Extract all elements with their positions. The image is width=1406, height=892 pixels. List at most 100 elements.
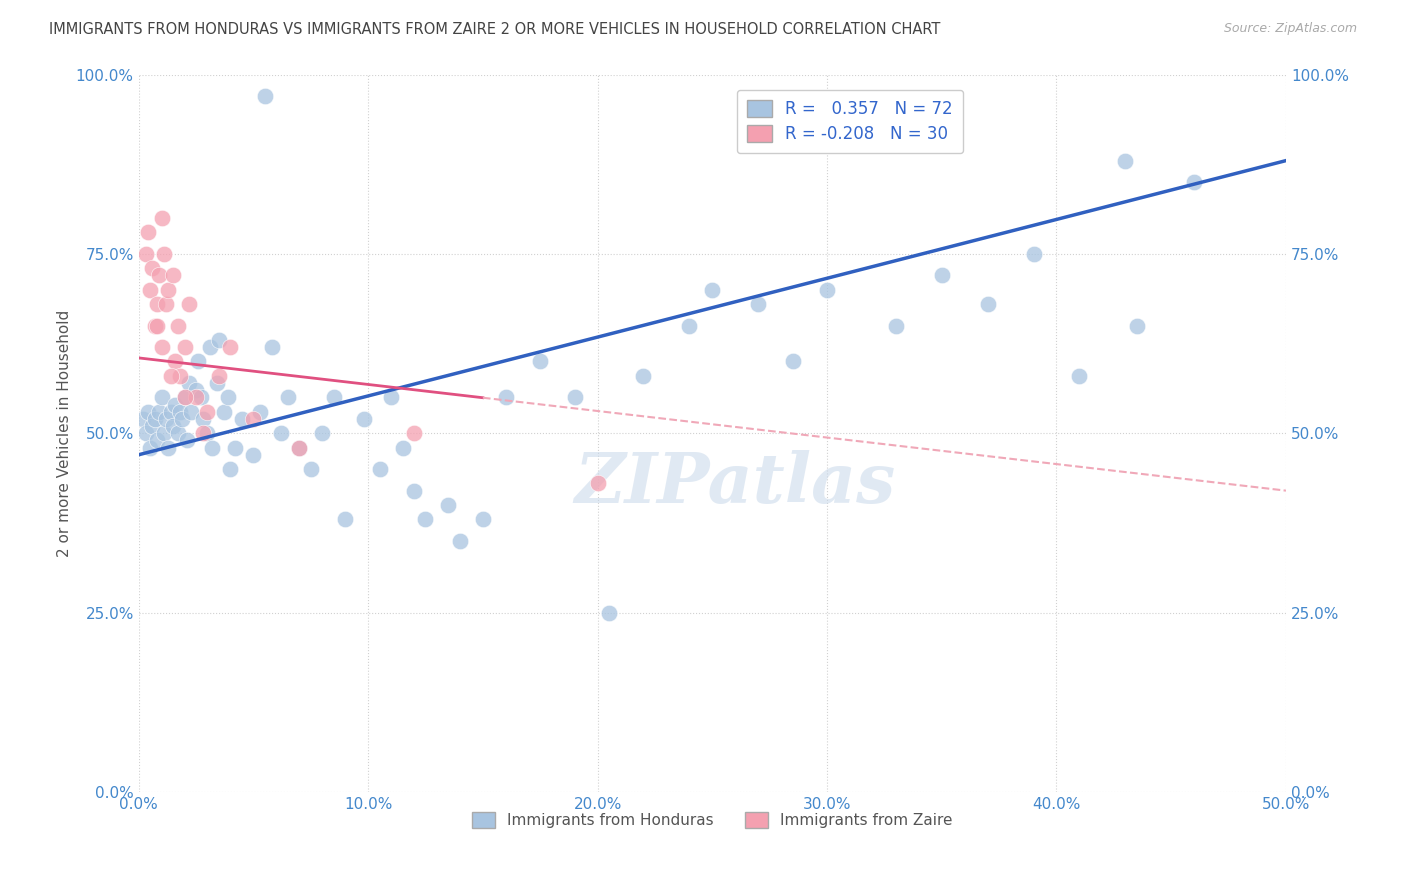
Point [219, 340, 242, 354]
Point [782, 354, 804, 368]
Point [217, 390, 239, 404]
Point [1022, 247, 1045, 261]
Point [564, 390, 586, 404]
Point [166, 426, 188, 441]
Point [231, 412, 253, 426]
Point [402, 483, 425, 498]
Point [212, 405, 235, 419]
Point [162, 268, 184, 283]
Point [157, 441, 180, 455]
Point [224, 441, 246, 455]
Point [136, 225, 159, 239]
Point [180, 405, 202, 419]
Point [529, 354, 551, 368]
Point [288, 441, 311, 455]
Point [633, 368, 655, 383]
Point [884, 318, 907, 333]
Point [141, 419, 163, 434]
Point [270, 426, 292, 441]
Point [333, 512, 356, 526]
Point [353, 412, 375, 426]
Point [205, 376, 228, 390]
Point [173, 390, 195, 404]
Point [277, 390, 299, 404]
Point [931, 268, 953, 283]
Point [197, 426, 219, 441]
Point [148, 268, 170, 283]
Point [198, 340, 221, 354]
Point [135, 247, 157, 261]
Point [173, 340, 195, 354]
Point [322, 390, 344, 404]
Point [153, 247, 176, 261]
Point [598, 606, 620, 620]
Point [132, 412, 155, 426]
Point [159, 368, 181, 383]
Point [173, 390, 195, 404]
Point [165, 354, 187, 368]
Point [191, 412, 214, 426]
Point [1069, 368, 1091, 383]
Point [166, 318, 188, 333]
Point [139, 283, 162, 297]
Point [201, 441, 224, 455]
Text: Source: ZipAtlas.com: Source: ZipAtlas.com [1223, 22, 1357, 36]
Point [197, 405, 219, 419]
Point [1182, 175, 1205, 189]
Point [437, 498, 460, 512]
Point [586, 476, 609, 491]
Point [311, 426, 333, 441]
Point [155, 297, 177, 311]
Point [260, 340, 283, 354]
Point [135, 426, 157, 441]
Point [190, 390, 212, 404]
Point [368, 462, 391, 476]
Point [179, 297, 201, 311]
Point [143, 318, 166, 333]
Point [165, 398, 187, 412]
Point [146, 297, 169, 311]
Point [299, 462, 322, 476]
Point [150, 390, 173, 404]
Point [148, 405, 170, 419]
Point [242, 448, 264, 462]
Point [288, 441, 311, 455]
Point [208, 368, 231, 383]
Point [191, 426, 214, 441]
Legend: Immigrants from Honduras, Immigrants from Zaire: Immigrants from Honduras, Immigrants fro… [467, 806, 959, 835]
Point [380, 390, 402, 404]
Point [172, 412, 194, 426]
Point [976, 297, 998, 311]
Point [139, 441, 162, 455]
Point [169, 405, 191, 419]
Point [184, 383, 207, 397]
Point [187, 354, 209, 368]
Point [242, 412, 264, 426]
Point [219, 462, 242, 476]
Point [471, 512, 494, 526]
Point [702, 283, 724, 297]
Point [1126, 318, 1149, 333]
Point [208, 333, 231, 347]
Point [415, 512, 437, 526]
Point [1114, 153, 1136, 168]
Point [253, 89, 276, 103]
Point [815, 283, 838, 297]
Point [157, 283, 180, 297]
Point [136, 405, 159, 419]
Text: ZIPatlas: ZIPatlas [575, 450, 896, 517]
Text: IMMIGRANTS FROM HONDURAS VS IMMIGRANTS FROM ZAIRE 2 OR MORE VEHICLES IN HOUSEHOL: IMMIGRANTS FROM HONDURAS VS IMMIGRANTS F… [49, 22, 941, 37]
Point [391, 441, 413, 455]
Point [184, 390, 207, 404]
Point [150, 340, 173, 354]
Point [449, 533, 471, 548]
Point [678, 318, 700, 333]
Point [249, 405, 271, 419]
Point [747, 297, 769, 311]
Point [155, 412, 177, 426]
Point [150, 211, 173, 225]
Point [179, 376, 201, 390]
Point [146, 318, 169, 333]
Point [141, 261, 163, 276]
Point [153, 426, 176, 441]
